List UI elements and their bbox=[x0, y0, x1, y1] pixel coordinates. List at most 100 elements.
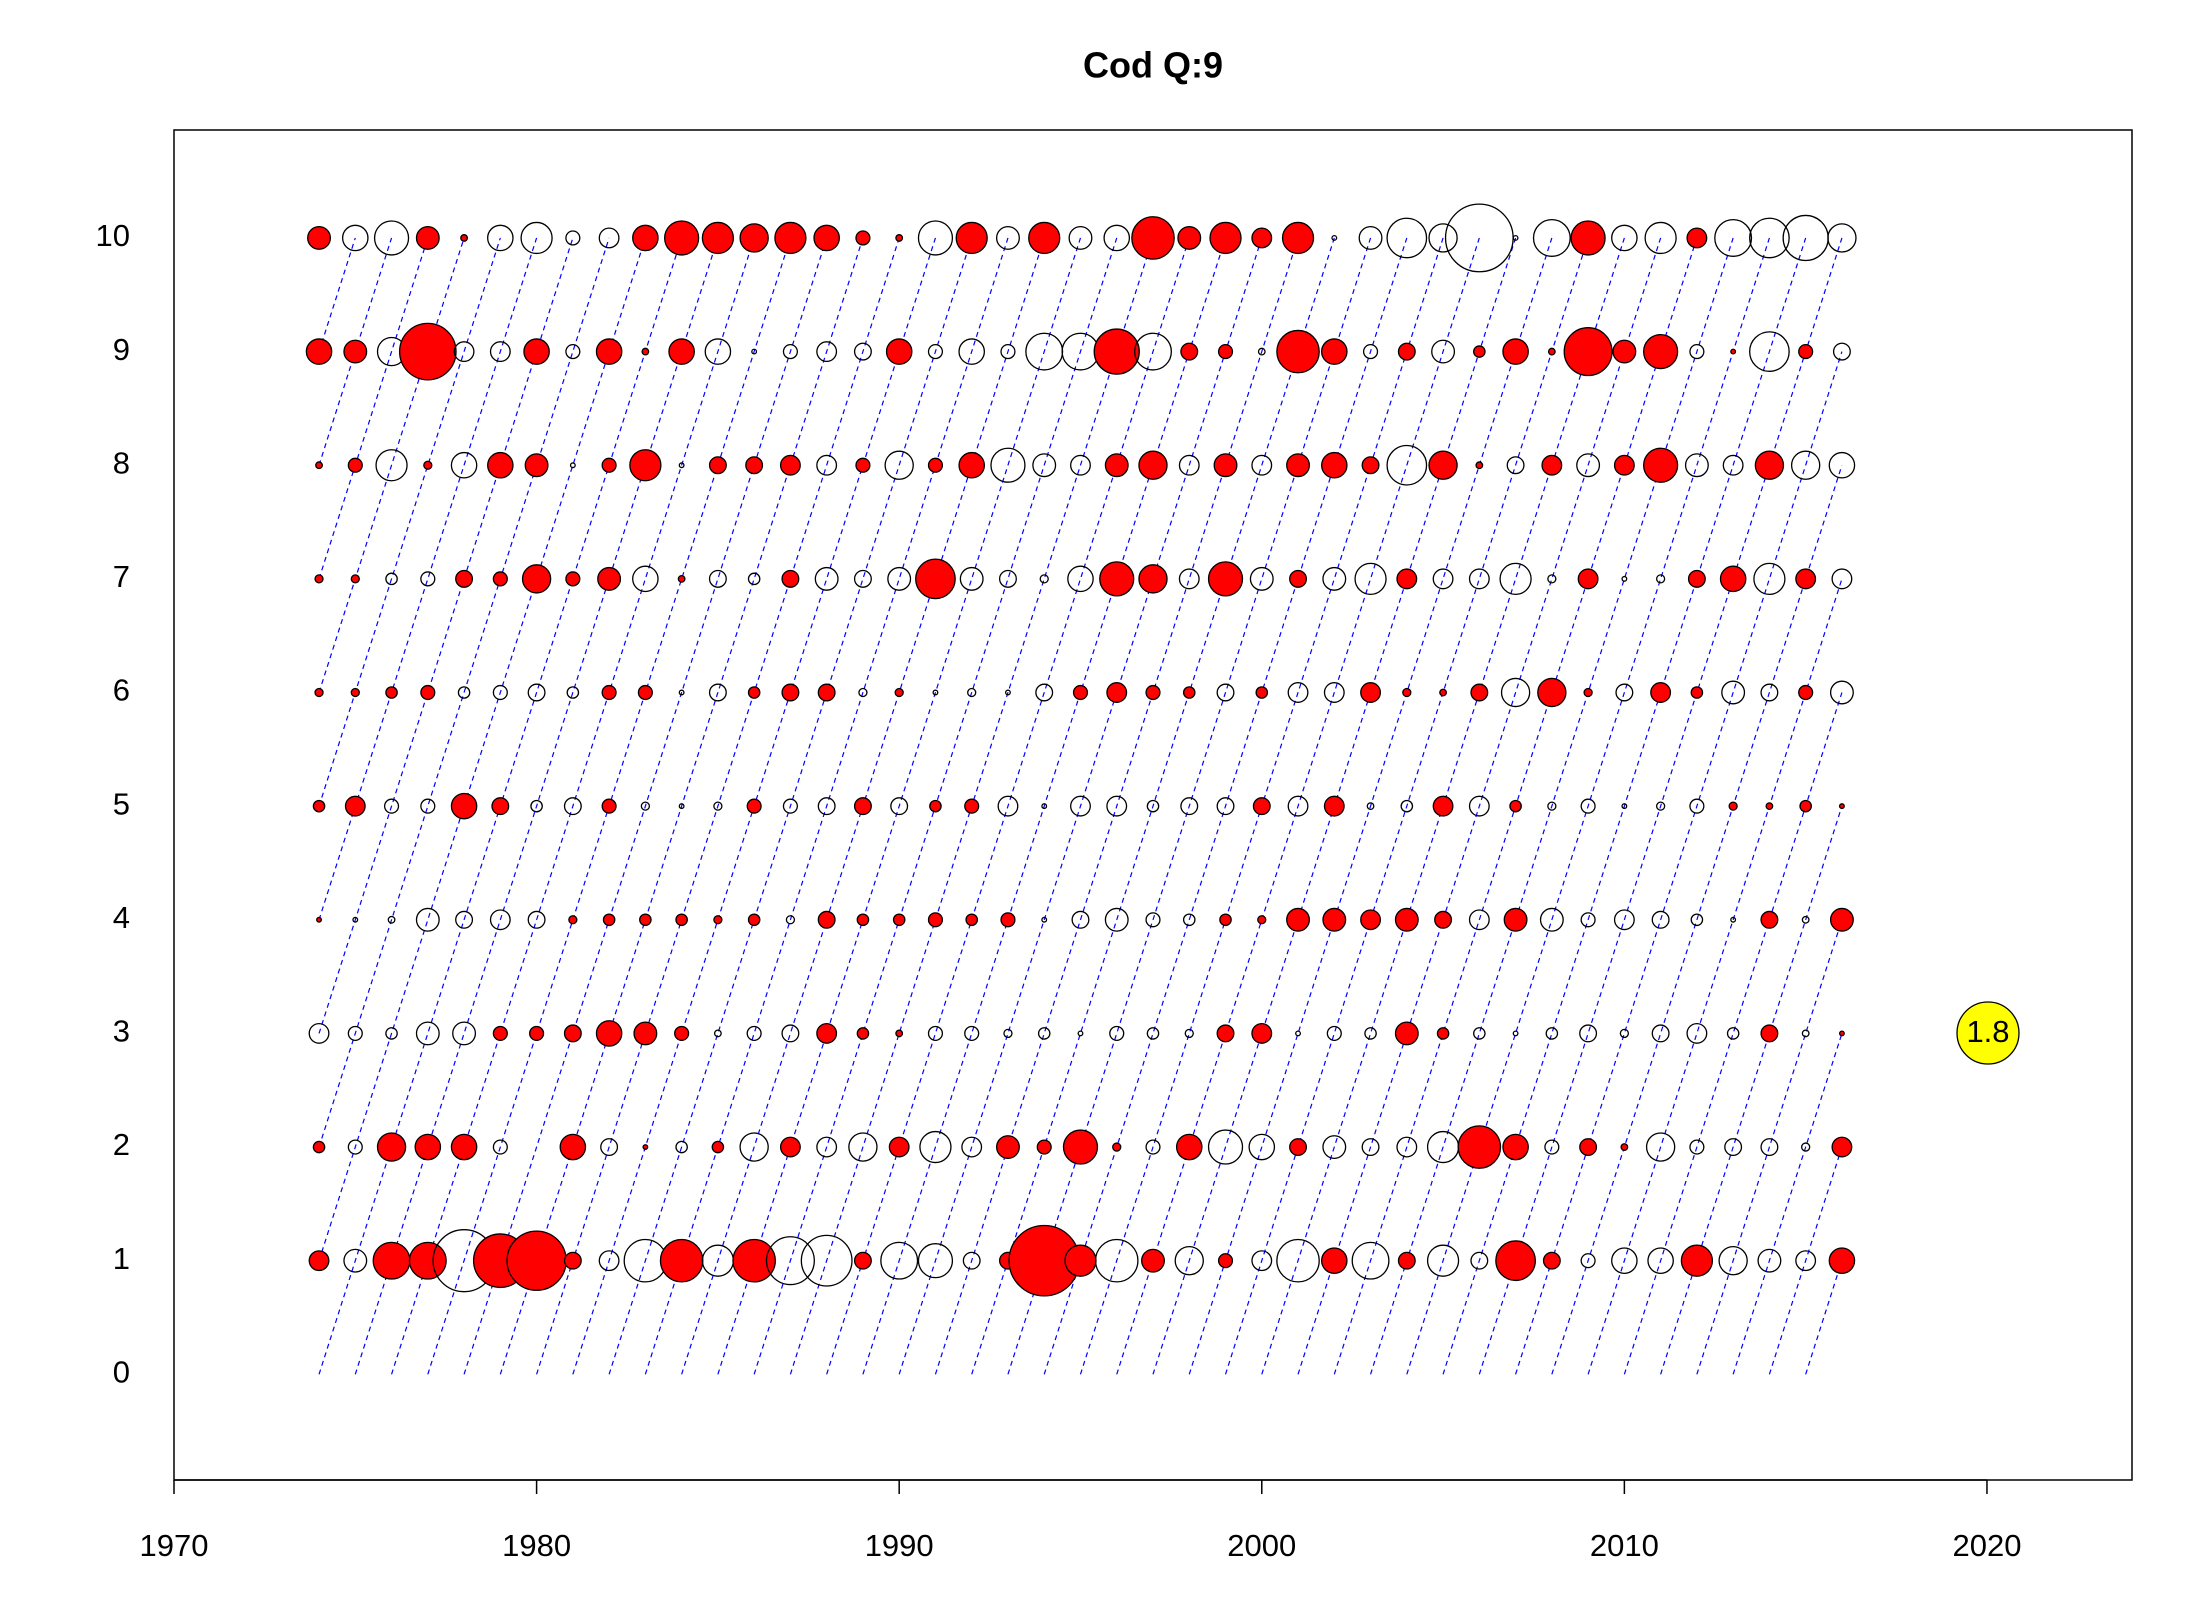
cohort-line bbox=[934, 237, 1299, 1375]
bubble bbox=[1362, 344, 1379, 360]
bubble bbox=[352, 916, 359, 923]
bubble bbox=[598, 1250, 620, 1272]
bubble bbox=[1730, 348, 1737, 355]
bubble bbox=[1439, 688, 1447, 697]
bubble bbox=[1397, 342, 1416, 361]
bubble bbox=[1470, 1251, 1489, 1270]
bubble bbox=[1281, 221, 1315, 255]
bubble bbox=[677, 574, 686, 583]
y-tick-label: 4 bbox=[113, 900, 130, 935]
bubble bbox=[1580, 798, 1596, 814]
cohort-line bbox=[536, 237, 900, 1375]
bubble bbox=[1104, 907, 1129, 932]
bubble bbox=[1248, 1133, 1276, 1161]
bubble bbox=[779, 454, 801, 476]
bubble bbox=[782, 798, 798, 814]
bubble bbox=[880, 1241, 919, 1280]
cohort-line bbox=[1442, 237, 1807, 1375]
bubble bbox=[929, 799, 942, 813]
bubble bbox=[1801, 1029, 1810, 1038]
bubble bbox=[853, 342, 872, 361]
bubble bbox=[1832, 342, 1851, 361]
bubble bbox=[1426, 1244, 1460, 1277]
bubble bbox=[1684, 453, 1709, 478]
bubble bbox=[1289, 569, 1308, 588]
bubble bbox=[1112, 1142, 1122, 1152]
x-tick-label: 2000 bbox=[1227, 1528, 1296, 1563]
bubble bbox=[455, 569, 474, 588]
bubble bbox=[961, 1136, 983, 1158]
bubble bbox=[1500, 677, 1531, 708]
bubble bbox=[506, 1230, 567, 1291]
bubble bbox=[1062, 1129, 1099, 1165]
bubble bbox=[1209, 221, 1242, 255]
bubble bbox=[739, 1132, 769, 1162]
bubble bbox=[1611, 1247, 1638, 1274]
cohort-line bbox=[463, 237, 828, 1375]
bubble bbox=[1444, 203, 1514, 273]
cohort-line bbox=[1478, 237, 1843, 1375]
bubble bbox=[927, 912, 944, 928]
bubble bbox=[1760, 1138, 1779, 1157]
bubble bbox=[1146, 1027, 1160, 1040]
bubble bbox=[887, 566, 912, 591]
size-legend-bubble bbox=[1956, 1001, 2020, 1065]
bubble bbox=[1276, 329, 1320, 374]
bubble bbox=[1174, 1245, 1204, 1276]
bubble bbox=[343, 339, 368, 364]
cohort-line bbox=[1768, 1146, 1843, 1375]
bubble bbox=[1495, 1240, 1536, 1282]
bubble bbox=[415, 1021, 440, 1046]
bubble bbox=[1351, 1241, 1390, 1280]
bubble bbox=[563, 1251, 582, 1270]
cohort-line bbox=[354, 237, 719, 1375]
bubble bbox=[1580, 1253, 1596, 1269]
bubble bbox=[1361, 456, 1380, 475]
bubble bbox=[1690, 686, 1704, 699]
bubble bbox=[1470, 683, 1489, 702]
bubble bbox=[1722, 454, 1744, 476]
bubble bbox=[765, 1236, 815, 1286]
bubble bbox=[641, 347, 650, 356]
bubble bbox=[708, 683, 727, 702]
bubble bbox=[387, 915, 396, 924]
bubble bbox=[521, 564, 552, 594]
bubble bbox=[747, 913, 761, 927]
bubble bbox=[1219, 913, 1232, 927]
bubble bbox=[1177, 225, 1202, 250]
bubble bbox=[659, 1238, 704, 1283]
cohort-line bbox=[971, 237, 1335, 1375]
bubble bbox=[964, 1025, 980, 1041]
bubble bbox=[678, 803, 685, 810]
bubble bbox=[1620, 1143, 1629, 1151]
bubble bbox=[1506, 456, 1525, 475]
bubble bbox=[633, 1021, 658, 1046]
bubble bbox=[674, 1025, 690, 1041]
bubble bbox=[746, 1025, 762, 1041]
bubble bbox=[566, 686, 580, 699]
bubble bbox=[1643, 333, 1679, 370]
cohort-line bbox=[826, 237, 1190, 1375]
bubble bbox=[1757, 1248, 1782, 1273]
bubble bbox=[1320, 451, 1348, 479]
bubble bbox=[701, 221, 735, 255]
bubble bbox=[308, 1250, 330, 1272]
cohort-line bbox=[1116, 237, 1480, 1375]
bubble bbox=[967, 687, 977, 698]
bubble bbox=[1749, 331, 1790, 372]
bubble bbox=[1255, 686, 1269, 699]
bubble bbox=[890, 797, 909, 816]
bubble bbox=[1093, 328, 1140, 375]
bubble bbox=[745, 456, 764, 475]
bubble bbox=[1468, 795, 1490, 817]
bubble bbox=[1647, 1247, 1674, 1274]
cohort-line bbox=[1369, 237, 1734, 1375]
bubble bbox=[958, 338, 986, 365]
bubble bbox=[408, 1241, 447, 1280]
bubble bbox=[856, 1027, 870, 1040]
bubble bbox=[1532, 218, 1571, 257]
bubble bbox=[601, 684, 617, 701]
bubble bbox=[817, 683, 836, 702]
bubble bbox=[455, 910, 474, 929]
bubble bbox=[919, 1130, 952, 1164]
